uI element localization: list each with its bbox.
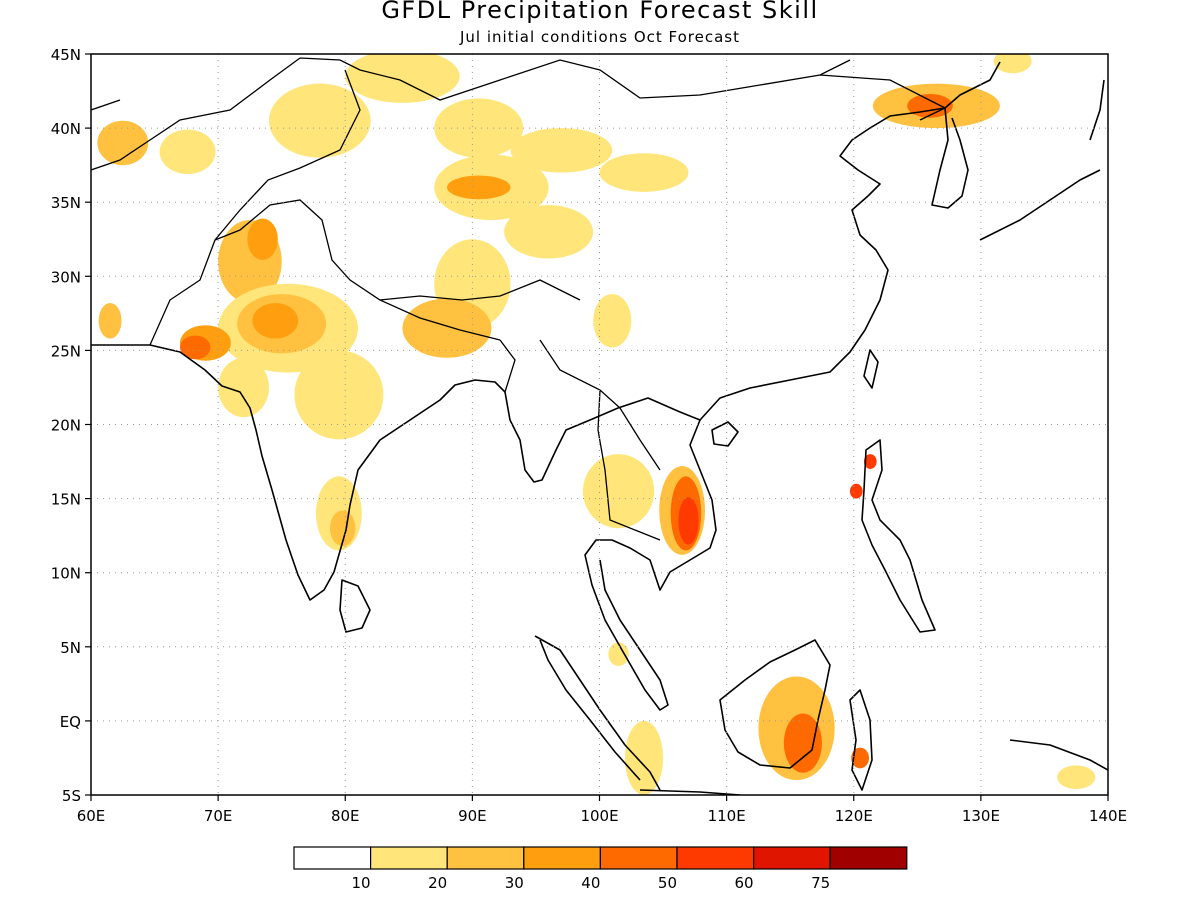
coastline-philippines <box>861 439 936 633</box>
coastline-sumatra <box>534 635 661 791</box>
skill-region-12 <box>247 218 278 260</box>
skill-region-39 <box>993 54 1032 74</box>
coastline-srilanka <box>339 579 371 633</box>
skill-region-7 <box>504 205 594 259</box>
skill-region-21 <box>97 120 149 166</box>
colorbar-box-6 <box>752 846 831 870</box>
x-tick-label: 100E <box>580 807 618 825</box>
skill-region-20 <box>98 302 122 339</box>
y-tick-label: 5S <box>62 787 81 805</box>
colorbar-box-1 <box>370 846 448 870</box>
skill-region-32 <box>783 713 822 773</box>
map-title: GFDL Precipitation Forecast Skill <box>381 0 819 24</box>
skill-region-37 <box>1057 765 1096 790</box>
x-tick-label: 110E <box>708 807 746 825</box>
y-tick-label: 5N <box>60 639 81 657</box>
skill-region-33 <box>624 720 664 795</box>
y-tick-label: 30N <box>51 268 81 286</box>
skill-region-17 <box>218 357 269 418</box>
y-tick-label: EQ <box>60 713 81 731</box>
map-subtitle: Jul initial conditions Oct Forecast <box>460 28 740 46</box>
skill-region-3 <box>434 98 524 158</box>
colorbar-labels: 10 20 30 40 50 60 75 <box>352 874 831 892</box>
colorbar-label: 50 <box>658 874 677 892</box>
colorbar-label: 60 <box>735 874 754 892</box>
border-lines <box>91 57 946 541</box>
skill-region-34 <box>608 642 629 667</box>
coastline-layer <box>91 61 1108 795</box>
skill-region-19 <box>179 335 211 360</box>
skill-region-36 <box>849 483 863 499</box>
axis-ticks: 60E 70E 80E 90E 100E 110E 120E 130E 140E 45N 40N 35… <box>51 46 1127 825</box>
colorbar-boxes <box>293 846 908 870</box>
skill-region-16 <box>294 350 384 440</box>
country-borders-layer <box>91 57 946 541</box>
skill-region-10 <box>402 298 492 358</box>
x-tick-label: 60E <box>77 807 106 825</box>
coastline-borneo <box>719 639 831 769</box>
y-tick-label: 45N <box>51 46 81 64</box>
skill-region-35 <box>863 454 877 469</box>
coastline-java <box>639 789 741 795</box>
coastline-china <box>699 61 1001 421</box>
skill-region-25 <box>582 454 655 529</box>
y-tick-label: 10N <box>51 565 81 583</box>
skill-region-0 <box>159 129 216 175</box>
colorbar-label: 10 <box>352 874 371 892</box>
x-tick-label: 90E <box>458 807 487 825</box>
y-tick-label: 20N <box>51 417 81 435</box>
colorbar-box-0 <box>293 846 372 870</box>
colorbar-box-3 <box>523 846 601 870</box>
skill-region-9 <box>593 294 632 348</box>
colorbar-label: 75 <box>811 874 830 892</box>
y-tick-label: 35N <box>51 194 81 212</box>
y-tick-label: 25N <box>51 342 81 360</box>
skill-shading-layer <box>97 54 1096 795</box>
skill-region-38 <box>851 747 870 769</box>
skill-region-28 <box>678 497 699 545</box>
coastline-japan <box>979 79 1105 241</box>
colorbar-box-7 <box>829 846 908 870</box>
x-tick-label: 140E <box>1089 807 1127 825</box>
coastline-hainan <box>711 421 739 447</box>
colorbar-box-4 <box>599 846 678 870</box>
x-tick-label: 80E <box>331 807 360 825</box>
coastline-sulawesi <box>849 689 873 791</box>
skill-region-4 <box>510 128 613 173</box>
x-tick-label: 70E <box>204 807 233 825</box>
coastline-korea <box>931 107 969 209</box>
coastline-taiwan <box>863 349 879 389</box>
y-tick-label: 40N <box>51 120 81 138</box>
skill-region-24 <box>329 510 356 547</box>
colorbar-label: 20 <box>428 874 447 892</box>
skill-region-2 <box>345 54 460 103</box>
x-tick-label: 130E <box>962 807 1000 825</box>
skill-region-22 <box>446 175 511 200</box>
coastline-newguinea <box>1009 739 1108 771</box>
coastline-mainland <box>91 344 717 711</box>
skill-region-15 <box>252 302 299 339</box>
colorbar-label: 40 <box>581 874 600 892</box>
colorbar-label: 30 <box>505 874 524 892</box>
colorbar-box-2 <box>446 846 525 870</box>
colorbar-box-5 <box>676 846 755 870</box>
y-tick-label: 15N <box>51 491 81 509</box>
skill-region-5 <box>599 153 689 192</box>
x-tick-label: 120E <box>835 807 873 825</box>
